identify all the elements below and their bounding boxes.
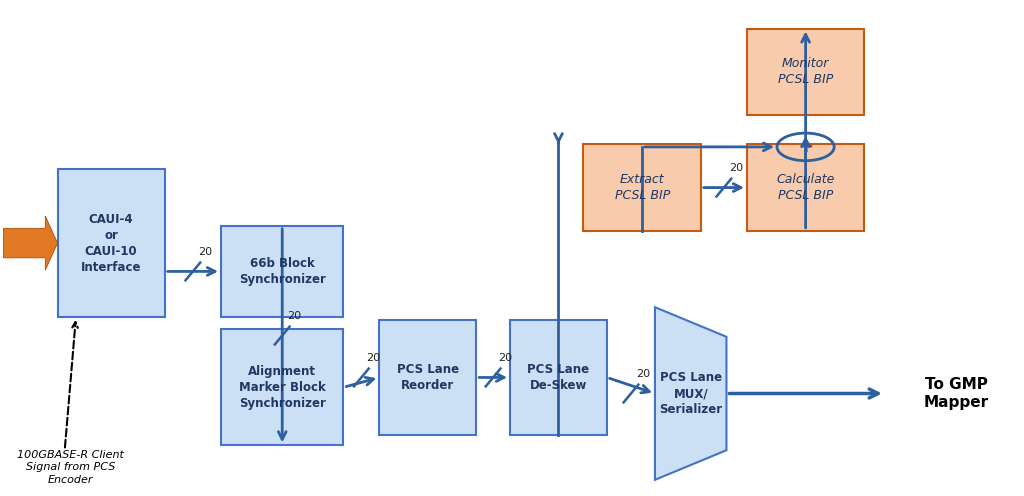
Text: Monitor
PCSL BIP: Monitor PCSL BIP: [778, 57, 834, 86]
Text: +: +: [798, 138, 813, 156]
Text: 100GBASE-R Client
Signal from PCS
Encoder: 100GBASE-R Client Signal from PCS Encode…: [17, 450, 124, 485]
Text: PCS Lane
De-Skew: PCS Lane De-Skew: [527, 363, 590, 392]
Polygon shape: [3, 216, 57, 270]
Text: PCS Lane
Reorder: PCS Lane Reorder: [396, 363, 459, 392]
Text: 66b Block
Synchronizer: 66b Block Synchronizer: [239, 257, 326, 286]
Text: Extract
PCSL BIP: Extract PCSL BIP: [614, 173, 670, 202]
Bar: [584, 144, 700, 231]
Bar: [746, 144, 864, 231]
Text: To GMP
Mapper: To GMP Mapper: [924, 376, 989, 410]
Text: 20: 20: [499, 353, 512, 363]
Text: CAUI-4
or
CAUI-10
Interface: CAUI-4 or CAUI-10 Interface: [81, 213, 141, 274]
Text: Calculate
PCSL BIP: Calculate PCSL BIP: [776, 173, 835, 202]
Bar: [57, 169, 165, 317]
Polygon shape: [655, 307, 726, 480]
Text: 20: 20: [636, 369, 650, 379]
Bar: [221, 329, 343, 445]
Text: 20: 20: [288, 311, 301, 321]
Text: 20: 20: [367, 353, 381, 363]
Text: 20: 20: [729, 163, 743, 173]
Text: PCS Lane
MUX/
Serializer: PCS Lane MUX/ Serializer: [659, 371, 722, 416]
Bar: [510, 319, 607, 435]
Bar: [221, 226, 343, 317]
Bar: [379, 319, 476, 435]
Text: Alignment
Marker Block
Synchronizer: Alignment Marker Block Synchronizer: [239, 365, 326, 410]
Bar: [746, 28, 864, 115]
Text: 20: 20: [198, 247, 212, 256]
